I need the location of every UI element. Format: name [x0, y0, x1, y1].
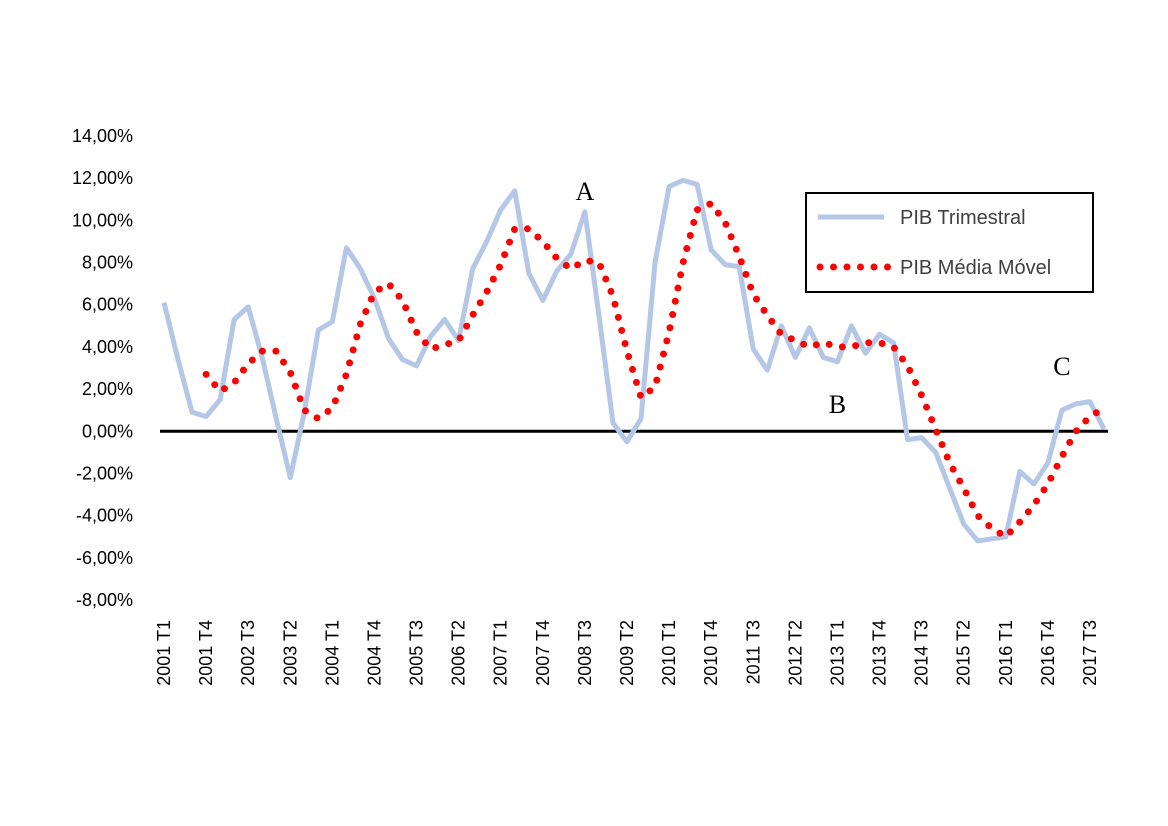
x-tick-label: 2001 T4	[196, 620, 216, 686]
annotation-c: C	[1053, 352, 1070, 381]
y-tick-label: -8,00%	[76, 590, 133, 610]
y-tick-label: 4,00%	[82, 337, 133, 357]
x-tick-label: 2013 T1	[827, 620, 847, 686]
series-layer	[161, 177, 1108, 544]
x-tick-label: 2007 T1	[491, 620, 511, 686]
x-tick-label: 2016 T1	[996, 620, 1016, 686]
annotation-a: A	[576, 177, 595, 206]
x-tick-label: 2015 T2	[954, 620, 974, 686]
y-axis: -8,00% -6,00% -4,00% -2,00% 0,00% 2,00% 4,00% 6…	[72, 126, 133, 610]
x-tick-label: 2010 T4	[701, 620, 721, 686]
x-tick-label: 2007 T4	[533, 620, 553, 686]
x-tick-label: 2002 T3	[238, 620, 258, 686]
x-tick-label: 2008 T3	[575, 620, 595, 686]
y-tick-label: -4,00%	[76, 506, 133, 526]
x-tick-label: 2011 T3	[743, 620, 763, 684]
y-tick-label: -6,00%	[76, 548, 133, 568]
x-tick-label: 2004 T4	[364, 620, 384, 686]
legend: PIB Trimestral PIB Média Móvel	[805, 192, 1094, 293]
y-tick-label: 10,00%	[72, 210, 133, 230]
y-tick-label: 12,00%	[72, 168, 133, 188]
y-tick-label: 8,00%	[82, 253, 133, 273]
x-tick-label: 2017 T3	[1080, 620, 1100, 686]
x-tick-label: 2012 T2	[785, 620, 805, 686]
x-tick-label: 2009 T2	[617, 620, 637, 686]
annotation-b: B	[829, 390, 846, 419]
annotations: A B C	[576, 177, 1071, 419]
series-line-1	[202, 199, 1108, 542]
x-tick-label: 2013 T4	[870, 620, 890, 686]
x-tick-label: 2006 T2	[449, 620, 469, 686]
y-tick-label: 6,00%	[82, 295, 133, 315]
x-tick-label: 2016 T4	[1038, 620, 1058, 686]
legend-label-series-1: PIB Média Móvel	[900, 257, 1051, 279]
x-tick-label: 2004 T1	[322, 620, 342, 686]
x-axis: 2001 T1 2001 T4 2002 T3 2003 T2 2004 T1 2004 …	[154, 620, 1100, 686]
legend-label-series-0: PIB Trimestral	[900, 207, 1026, 229]
y-tick-label: 2,00%	[82, 379, 133, 399]
x-tick-label: 2010 T1	[659, 620, 679, 686]
series-line-0	[161, 177, 1107, 544]
x-tick-label: 2005 T3	[407, 620, 427, 686]
x-tick-label: 2001 T1	[154, 620, 174, 686]
x-tick-label: 2014 T3	[912, 620, 932, 686]
y-tick-label: -2,00%	[76, 463, 133, 483]
y-tick-label: 0,00%	[82, 421, 133, 441]
legend-box	[805, 192, 1094, 293]
x-tick-label: 2003 T2	[280, 620, 300, 686]
y-tick-label: 14,00%	[72, 126, 133, 146]
